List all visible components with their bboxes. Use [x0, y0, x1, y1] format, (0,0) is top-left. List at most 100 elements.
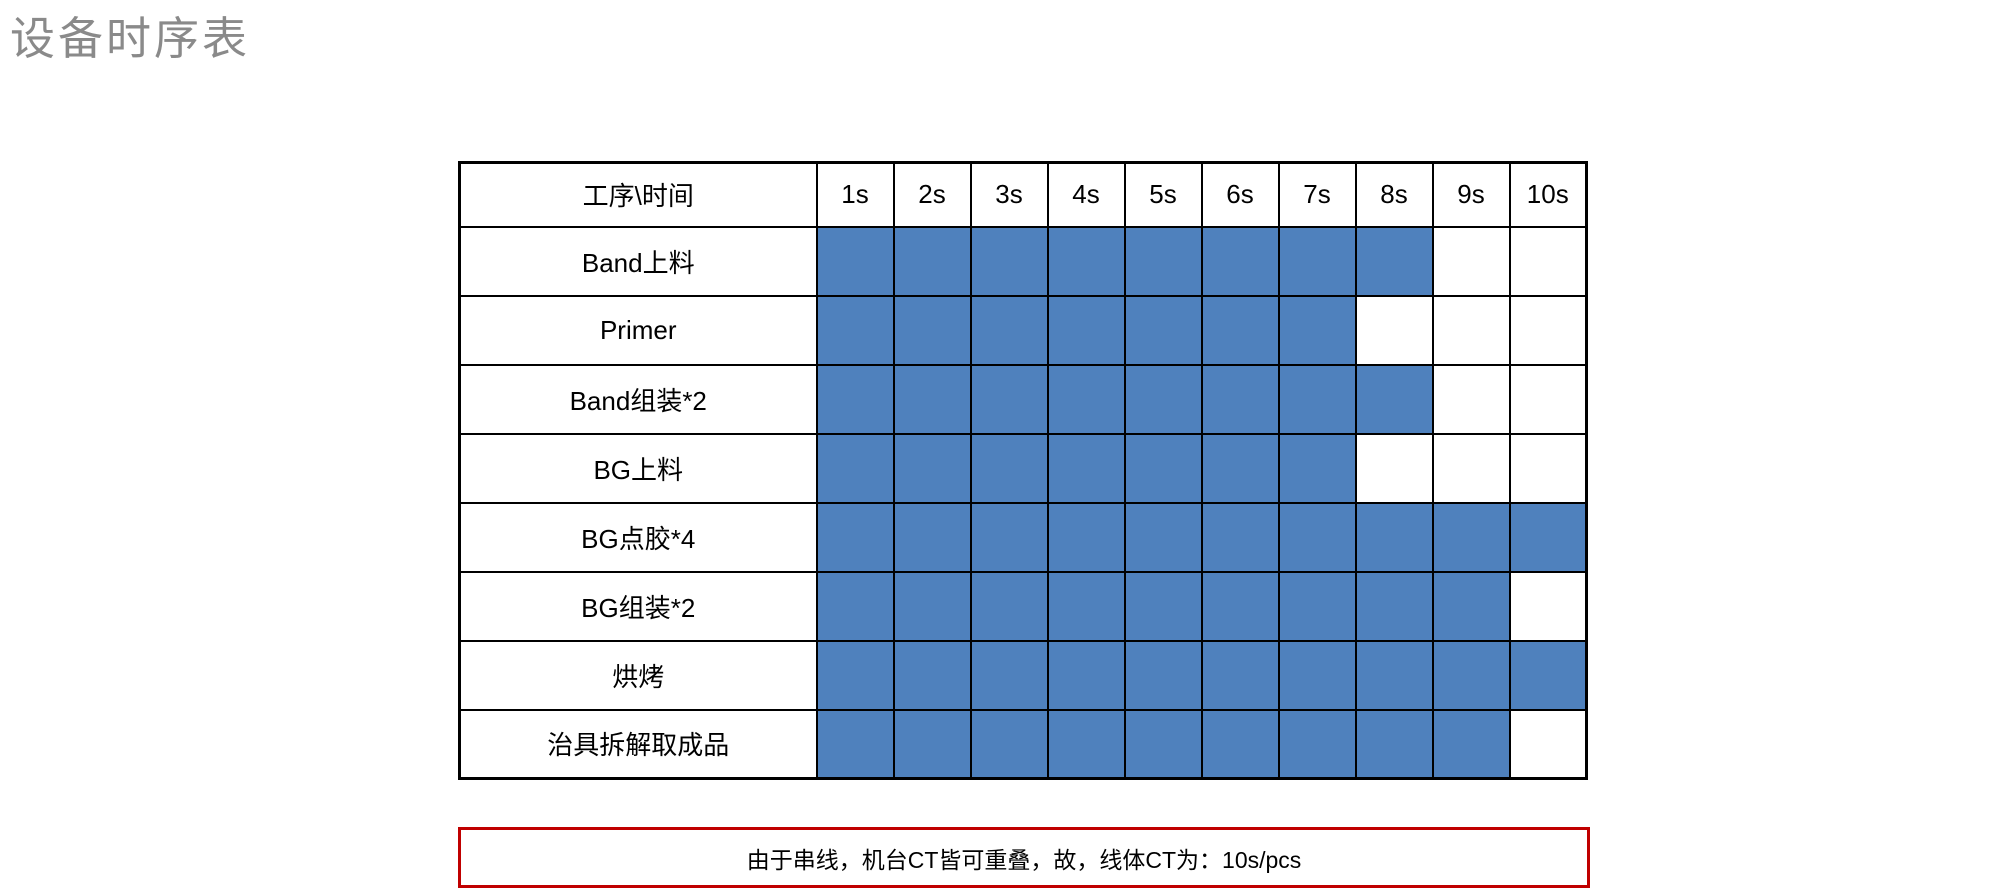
table-row: Band组装*2 [458, 363, 1588, 435]
gantt-cell-filled [1046, 432, 1126, 504]
gantt-cell-filled [1277, 294, 1357, 366]
process-label: 治具拆解取成品 [458, 708, 818, 780]
gantt-cell-filled [1046, 501, 1126, 573]
gantt-cell-filled [1200, 639, 1280, 711]
gantt-cell-empty [1508, 432, 1588, 504]
gantt-cell-filled [815, 501, 895, 573]
gantt-cell-filled [1354, 225, 1434, 297]
gantt-cell-filled [1277, 432, 1357, 504]
gantt-cell-filled [815, 639, 895, 711]
gantt-cell-filled [1046, 639, 1126, 711]
time-header-4s: 4s [1046, 161, 1126, 228]
gantt-cell-filled [1046, 363, 1126, 435]
gantt-cell-filled [892, 570, 972, 642]
time-header-1s: 1s [815, 161, 895, 228]
gantt-cell-filled [815, 294, 895, 366]
gantt-cell-filled [969, 570, 1049, 642]
time-header-9s: 9s [1431, 161, 1511, 228]
gantt-cell-empty [1431, 363, 1511, 435]
gantt-cell-filled [892, 639, 972, 711]
gantt-cell-filled [1277, 363, 1357, 435]
gantt-cell-filled [1123, 639, 1203, 711]
gantt-cell-filled [1277, 570, 1357, 642]
time-header-3s: 3s [969, 161, 1049, 228]
gantt-cell-filled [1354, 363, 1434, 435]
process-label: BG上料 [458, 432, 818, 504]
gantt-cell-empty [1508, 294, 1588, 366]
process-label: Primer [458, 294, 818, 366]
gantt-cell-filled [969, 294, 1049, 366]
gantt-cell-filled [892, 432, 972, 504]
time-header-7s: 7s [1277, 161, 1357, 228]
gantt-cell-filled [815, 432, 895, 504]
gantt-cell-filled [892, 708, 972, 780]
table-row: Band上料 [458, 225, 1588, 297]
time-header-5s: 5s [1123, 161, 1203, 228]
table-row: 治具拆解取成品 [458, 708, 1588, 780]
gantt-cell-filled [1354, 639, 1434, 711]
process-label: BG点胶*4 [458, 501, 818, 573]
process-label: 烘烤 [458, 639, 818, 711]
gantt-cell-filled [892, 501, 972, 573]
gantt-cell-empty [1431, 225, 1511, 297]
gantt-cell-empty [1508, 225, 1588, 297]
gantt-cell-filled [1200, 570, 1280, 642]
gantt-cell-filled [1200, 225, 1280, 297]
footnote-text: 由于串线，机台CT皆可重叠，故，线体CT为：10s/pcs [746, 846, 1302, 873]
table-row: BG上料 [458, 432, 1588, 504]
gantt-cell-empty [1508, 708, 1588, 780]
gantt-cell-filled [1354, 708, 1434, 780]
gantt-cell-empty [1354, 294, 1434, 366]
header-row: 工序\时间 1s 2s 3s 4s 5s 6s 7s 8s 9s 10s [458, 161, 1588, 228]
gantt-cell-filled [1431, 708, 1511, 780]
gantt-cell-filled [1046, 570, 1126, 642]
gantt-cell-filled [1431, 639, 1511, 711]
gantt-cell-filled [1508, 639, 1588, 711]
gantt-cell-filled [969, 225, 1049, 297]
gantt-cell-filled [1354, 570, 1434, 642]
gantt-cell-filled [1277, 225, 1357, 297]
gantt-cell-filled [1277, 639, 1357, 711]
process-label: Band上料 [458, 225, 818, 297]
table-row: Primer [458, 294, 1588, 366]
gantt-cell-filled [1123, 570, 1203, 642]
equipment-timing-table: 工序\时间 1s 2s 3s 4s 5s 6s 7s 8s 9s 10s Band上料 Primer Ba… [458, 161, 1588, 780]
gantt-cell-filled [892, 363, 972, 435]
table-row: 烘烤 [458, 639, 1588, 711]
gantt-cell-filled [1123, 363, 1203, 435]
gantt-cell-filled [815, 363, 895, 435]
gantt-cell-filled [1123, 432, 1203, 504]
process-label: BG组装*2 [458, 570, 818, 642]
footnote-box: 由于串线，机台CT皆可重叠，故，线体CT为：10s/pcs [458, 827, 1590, 888]
gantt-cell-filled [1046, 708, 1126, 780]
gantt-cell-filled [1200, 294, 1280, 366]
time-header-10s: 10s [1508, 161, 1588, 228]
gantt-cell-filled [969, 639, 1049, 711]
gantt-cell-empty [1508, 363, 1588, 435]
gantt-cell-filled [1431, 501, 1511, 573]
table-row: BG点胶*4 [458, 501, 1588, 573]
corner-header: 工序\时间 [458, 161, 818, 228]
gantt-cell-filled [1123, 294, 1203, 366]
gantt-cell-filled [1200, 501, 1280, 573]
gantt-cell-filled [815, 570, 895, 642]
gantt-cell-filled [892, 225, 972, 297]
gantt-cell-filled [1046, 294, 1126, 366]
gantt-cell-filled [815, 708, 895, 780]
gantt-cell-filled [1123, 708, 1203, 780]
gantt-cell-filled [1508, 501, 1588, 573]
gantt-cell-empty [1354, 432, 1434, 504]
gantt-cell-filled [1277, 501, 1357, 573]
gantt-cell-filled [969, 363, 1049, 435]
process-label: Band组装*2 [458, 363, 818, 435]
gantt-cell-filled [892, 294, 972, 366]
gantt-cell-empty [1431, 294, 1511, 366]
gantt-cell-filled [1123, 501, 1203, 573]
gantt-cell-filled [1200, 363, 1280, 435]
gantt-cell-filled [969, 708, 1049, 780]
gantt-cell-empty [1431, 432, 1511, 504]
gantt-cell-filled [969, 432, 1049, 504]
page-title: 设备时序表 [10, 13, 251, 64]
gantt-cell-filled [969, 501, 1049, 573]
table-row: BG组装*2 [458, 570, 1588, 642]
